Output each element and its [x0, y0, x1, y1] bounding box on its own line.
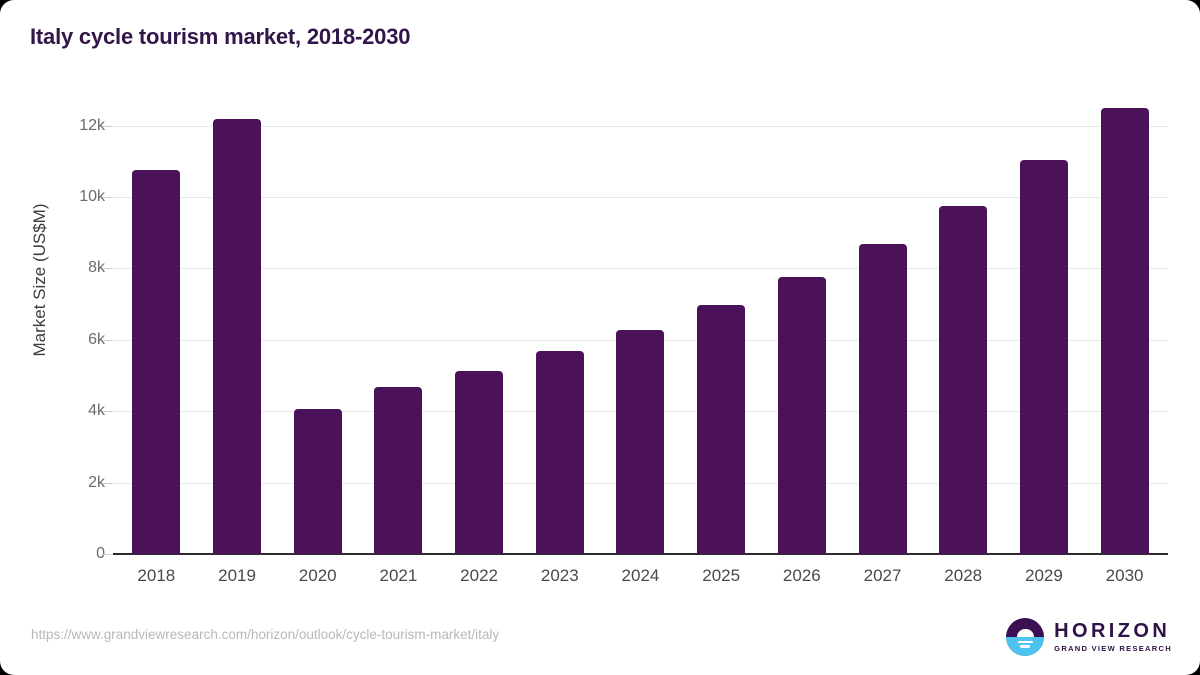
- bar-2022[interactable]: [455, 370, 504, 554]
- x-tick-label-2027: 2027: [863, 566, 902, 585]
- gridline: [113, 197, 1168, 199]
- y-tick-label: 12k: [79, 116, 105, 134]
- bar-slot: 2023: [519, 90, 600, 585]
- x-tick-label-2020: 2020: [298, 566, 337, 585]
- bar-slot: 2028: [923, 90, 1004, 585]
- x-tick-label-2019: 2019: [218, 566, 256, 585]
- y-tick-label: 8k: [88, 259, 105, 277]
- bar-slot: 2024: [600, 90, 681, 585]
- x-axis-line: [113, 553, 1168, 555]
- x-tick-label-2023: 2023: [540, 566, 579, 585]
- bar-2024[interactable]: [616, 329, 665, 554]
- x-tick-label-2028: 2028: [944, 566, 983, 585]
- logo-sun-shape: [1016, 628, 1034, 637]
- bar-2023[interactable]: [535, 350, 584, 554]
- bar-slot: 2022: [439, 90, 520, 585]
- bar-slot: 2026: [762, 90, 843, 585]
- page-title: Italy cycle tourism market, 2018-2030: [30, 24, 411, 49]
- y-tick-label: 2k: [88, 473, 105, 491]
- y-tick-mark: [103, 197, 113, 199]
- source-url[interactable]: https://www.grandviewresearch.com/horizo…: [31, 627, 500, 642]
- x-tick-label-2018: 2018: [137, 566, 176, 585]
- bar-slot: 2019: [197, 90, 278, 585]
- brand-text: HORIZON GRAND VIEW RESEARCH: [1054, 621, 1172, 653]
- x-tick-label-2029: 2029: [1024, 566, 1063, 585]
- horizon-sun-circle-icon: [1006, 618, 1045, 656]
- x-tick-label-2026: 2026: [782, 566, 821, 585]
- logo-ray-upper: [1017, 640, 1033, 643]
- x-tick-label-2021: 2021: [379, 566, 418, 585]
- y-axis-title: Market Size (US$M): [30, 203, 49, 357]
- bar-slot: 2018: [116, 90, 197, 585]
- y-tick-mark: [103, 482, 113, 484]
- brand-name: HORIZON: [1054, 620, 1171, 643]
- bar-2030[interactable]: [1100, 107, 1149, 554]
- y-tick-label: 6k: [88, 330, 105, 348]
- bar-2019[interactable]: [213, 118, 262, 554]
- y-tick-mark: [103, 125, 113, 127]
- bar-2028[interactable]: [939, 206, 988, 554]
- bar-2025[interactable]: [697, 304, 746, 554]
- bar-slot: 2030: [1084, 90, 1165, 585]
- gridline: [113, 125, 1168, 127]
- bar-slot: 2027: [842, 90, 923, 585]
- brand-logo[interactable]: HORIZON GRAND VIEW RESEARCH: [1006, 618, 1172, 656]
- y-tick-mark: [103, 339, 113, 341]
- y-tick-mark: [103, 411, 113, 413]
- bar-series: 2018 2019 2020 2021 2022 2023 2024 2025 2026 2027…: [113, 90, 1168, 585]
- logo-ray-lower: [1020, 645, 1031, 648]
- x-tick-label-2030: 2030: [1105, 566, 1144, 585]
- bar-slot: 2020: [277, 90, 358, 585]
- bar-2029[interactable]: [1019, 160, 1068, 554]
- bar-slot: 2029: [1004, 90, 1085, 585]
- brand-tagline: GRAND VIEW RESEARCH: [1054, 644, 1172, 654]
- plot-area: 0 2k 4k 6k 8k 10k 12k 2018 2019 2020 2021 2022 2023…: [79, 90, 1168, 585]
- bar-2021[interactable]: [374, 386, 423, 554]
- bar-2018[interactable]: [132, 170, 181, 554]
- bar-2026[interactable]: [777, 277, 826, 554]
- x-tick-label-2024: 2024: [621, 566, 660, 585]
- y-tick-label: 4k: [88, 402, 105, 420]
- y-tick-mark: [103, 268, 113, 270]
- bar-slot: 2025: [681, 90, 762, 585]
- y-tick-mark: [103, 554, 113, 555]
- bar-2020[interactable]: [293, 409, 342, 554]
- y-tick-label: 10k: [79, 188, 105, 206]
- x-tick-label-2025: 2025: [702, 566, 741, 585]
- bar-2027[interactable]: [858, 244, 907, 554]
- y-tick-label: 0: [96, 545, 105, 562]
- x-tick-label-2022: 2022: [460, 566, 499, 585]
- bar-slot: 2021: [358, 90, 439, 585]
- gridline: [113, 268, 1168, 270]
